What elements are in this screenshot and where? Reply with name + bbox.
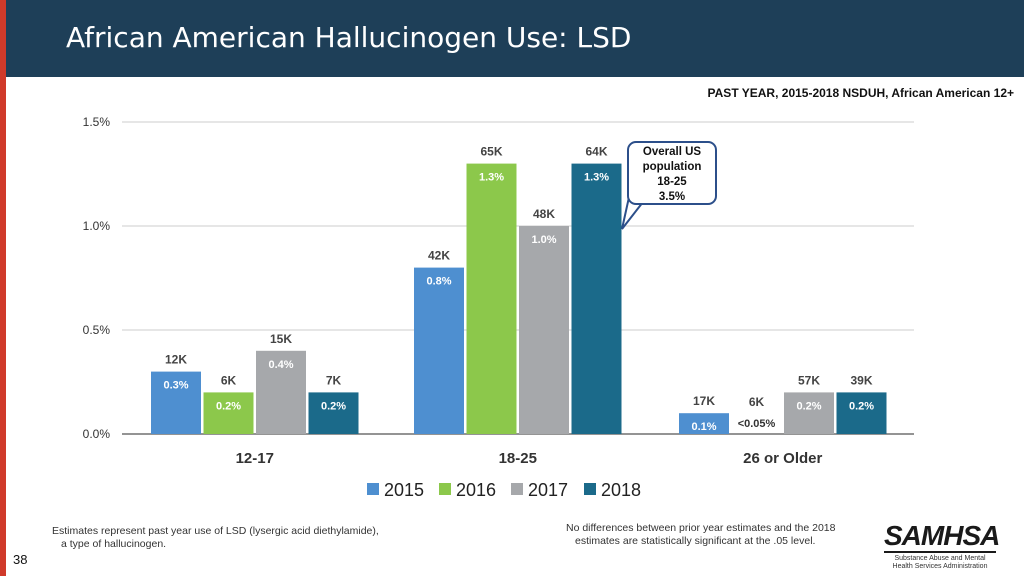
bar-count-label: 6K: [221, 373, 237, 387]
bar-value-label: <0.05%: [738, 418, 776, 430]
y-tick-label: 1.0%: [83, 219, 111, 233]
y-tick-label: 0.0%: [83, 427, 111, 441]
legend-label: 2015: [384, 480, 424, 500]
x-tick-label: 18-25: [499, 450, 537, 467]
legend-label: 2017: [528, 480, 568, 500]
bar-count-label: 42K: [428, 249, 450, 263]
legend-swatch: [511, 483, 523, 495]
header-banner: [6, 0, 1024, 77]
y-tick-label: 1.5%: [83, 115, 111, 129]
footnote-line: No differences between prior year estima…: [566, 522, 836, 534]
bar-count-label: 64K: [585, 145, 607, 159]
bar-value-label: 0.3%: [163, 380, 188, 392]
logo-rule: [884, 551, 996, 553]
bar-value-label: 0.8%: [426, 276, 451, 288]
legend-swatch: [439, 483, 451, 495]
bar-value-label: 1.3%: [584, 172, 609, 184]
accent-bar: [0, 0, 6, 576]
legend-label: 2016: [456, 480, 496, 500]
footnote-left: Estimates represent past year use of LSD…: [52, 525, 379, 551]
logo-subtitle: Substance Abuse and Mental Health Servic…: [892, 555, 988, 570]
bar: [414, 267, 464, 434]
callout-line: Overall US: [642, 146, 702, 158]
bar-count-label: 12K: [165, 353, 187, 367]
callout-box: Overall US population 18-25 3.5%: [627, 141, 717, 205]
bar-value-label: 0.4%: [268, 359, 293, 371]
bar-count-label: 57K: [798, 373, 820, 387]
bar: [836, 392, 887, 434]
chart-subtitle: PAST YEAR, 2015-2018 NSDUH, African Amer…: [707, 86, 1014, 100]
callout-line: 18-25: [657, 176, 687, 188]
legend-swatch: [584, 483, 596, 495]
bar-count-label: 6K: [749, 395, 765, 409]
bar-value-label: 0.2%: [849, 400, 874, 412]
legend-label: 2018: [601, 480, 641, 500]
x-tick-label: 26 or Older: [743, 450, 822, 467]
callout-line: 3.5%: [658, 191, 686, 203]
bar-count-label: 65K: [480, 145, 502, 159]
callout-line: population: [642, 161, 702, 173]
bar-count-label: 48K: [533, 207, 555, 221]
bar-count-label: 7K: [326, 373, 342, 387]
bar: [519, 226, 569, 434]
logo-wordmark: SAMHSA: [884, 520, 1000, 551]
bar-count-label: 17K: [693, 394, 715, 408]
page-title: African American Hallucinogen Use: LSD: [66, 21, 632, 54]
y-tick-label: 0.5%: [83, 323, 111, 337]
bar: [571, 163, 622, 434]
bar-value-label: 0.2%: [321, 400, 346, 412]
bar-value-label: 1.0%: [531, 234, 556, 246]
footnote-line: a type of hallucinogen.: [61, 538, 167, 550]
bar-count-label: 15K: [270, 332, 292, 346]
bar: [203, 392, 254, 434]
legend-swatch: [367, 483, 379, 495]
bar: [308, 392, 359, 434]
x-tick-label: 12-17: [236, 450, 274, 467]
bar: [679, 413, 729, 434]
bar-count-label: 39K: [850, 373, 872, 387]
bar: [466, 163, 517, 434]
bar-value-label: 0.2%: [216, 400, 241, 412]
footnote-line: Estimates represent past year use of LSD…: [52, 525, 379, 537]
bar: [151, 371, 201, 434]
footnote-right: No differences between prior year estima…: [566, 522, 835, 548]
bar-value-label: 0.2%: [796, 400, 821, 412]
page-number: 38: [13, 552, 28, 567]
bar-value-label: 0.1%: [691, 421, 716, 433]
bar: [784, 392, 834, 434]
bar-value-label: 1.3%: [479, 172, 504, 184]
bar: [256, 350, 306, 434]
footnote-line: estimates are statistically significant …: [575, 535, 816, 547]
samhsa-logo: SAMHSA Substance Abuse and Mental Health…: [884, 522, 1014, 571]
